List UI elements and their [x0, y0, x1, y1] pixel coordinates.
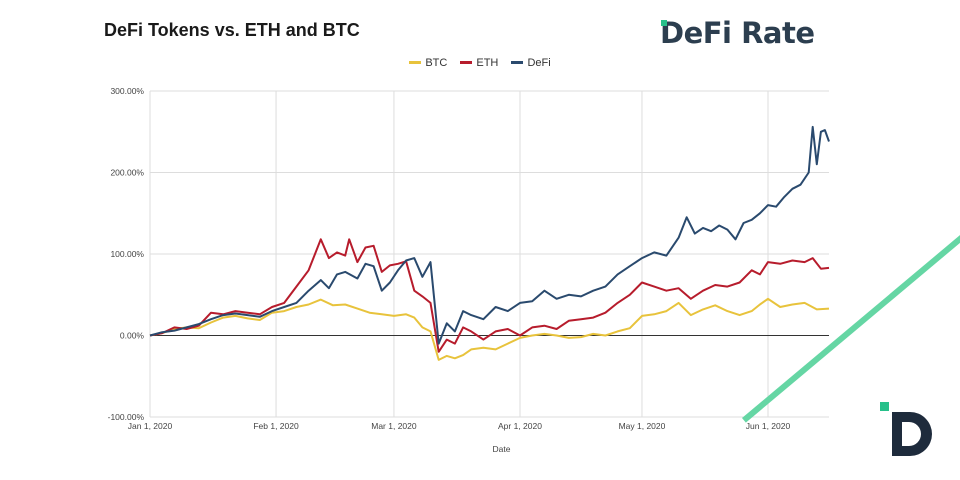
series-line-btc [149, 297, 830, 361]
chart-title: DeFi Tokens vs. ETH and BTC [104, 20, 360, 40]
legend-swatch-eth [460, 60, 473, 64]
brand-name: DeFi Rate [660, 16, 815, 50]
brand-logo-text: DeFi Rate [660, 16, 815, 50]
x-tick-label: Feb 1, 2020 [253, 421, 299, 431]
legend-label-eth: ETH [476, 57, 499, 69]
legend-item-defi[interactable]: DeFi [511, 57, 551, 69]
defi-rate-logo-icon [880, 402, 932, 456]
legend-label-btc: BTC [425, 57, 448, 69]
x-tick-label: Jun 1, 2020 [746, 421, 791, 431]
y-tick-label: 100.00% [110, 249, 144, 259]
legend-item-btc[interactable]: BTC [409, 57, 447, 69]
x-tick-label: Mar 1, 2020 [371, 421, 417, 431]
x-tick-label: Apr 1, 2020 [498, 421, 542, 431]
chart-legend: BTC ETH DeFi [0, 57, 960, 69]
series-line-eth [149, 238, 830, 353]
y-tick-label: 200.00% [110, 168, 144, 178]
legend-label-defi: DeFi [527, 57, 551, 69]
brand-accent-icon [661, 20, 667, 26]
y-tick-label: -100.00% [108, 412, 145, 422]
series-line-defi [149, 125, 830, 345]
y-tick-label: 300.00% [110, 86, 144, 96]
x-tick-label: Jan 1, 2020 [128, 421, 173, 431]
x-axis-title: Date [493, 444, 511, 454]
x-tick-label: May 1, 2020 [619, 421, 666, 431]
y-tick-label: 0.00% [120, 331, 145, 341]
legend-swatch-btc [409, 60, 422, 64]
legend-swatch-defi [511, 60, 524, 64]
legend-item-eth[interactable]: ETH [460, 57, 498, 69]
